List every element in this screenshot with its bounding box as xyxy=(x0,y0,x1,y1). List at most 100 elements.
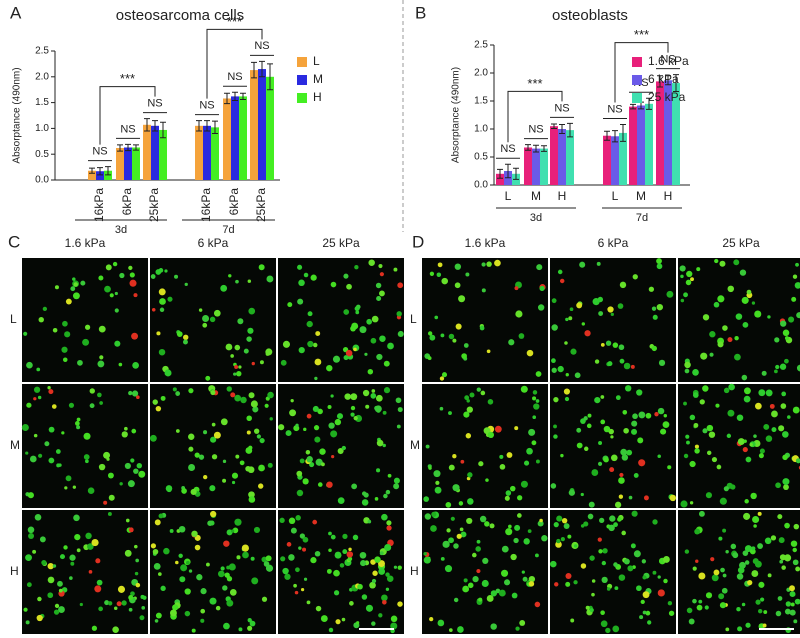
cell-dot xyxy=(722,573,727,578)
cell-dot xyxy=(367,368,374,375)
cell-dot xyxy=(223,540,230,547)
cell-dot xyxy=(210,390,216,396)
cell-dot xyxy=(551,358,556,364)
star-bracket xyxy=(206,28,263,99)
cell-dot xyxy=(288,517,296,525)
bar xyxy=(672,83,680,185)
cell-dot xyxy=(296,489,304,497)
cell-dot xyxy=(774,369,778,374)
error-bar xyxy=(204,120,210,132)
cell-dot xyxy=(289,409,297,417)
cell-dot xyxy=(200,588,207,595)
cell-dot xyxy=(476,387,481,392)
error-bar xyxy=(105,166,111,176)
cell-dot xyxy=(196,574,203,581)
cell-dot xyxy=(365,604,374,612)
cell-dot xyxy=(745,456,752,463)
micrograph-bg xyxy=(550,258,676,382)
cell-dot xyxy=(179,576,186,583)
cell-dot xyxy=(363,500,369,505)
cell-dot xyxy=(636,389,643,396)
cell-dot xyxy=(683,292,688,298)
cell-dot xyxy=(397,565,402,570)
cell-dot xyxy=(642,591,650,599)
cell-dot xyxy=(746,289,752,295)
category-label: 6kPa xyxy=(120,188,134,216)
cell-dot xyxy=(737,438,745,446)
cell-dot xyxy=(246,415,252,422)
bar xyxy=(550,126,558,185)
cell-dot xyxy=(176,331,183,338)
panel-label: C xyxy=(8,232,20,251)
bar xyxy=(611,136,619,185)
cell-dot xyxy=(79,602,83,607)
cell-dot xyxy=(598,441,603,446)
error-bar xyxy=(673,74,679,92)
cell-dot xyxy=(787,415,791,419)
micrograph xyxy=(149,384,276,508)
cell-dot xyxy=(251,577,259,585)
cell-dot xyxy=(21,424,29,432)
cell-dot xyxy=(739,269,747,276)
cell-dot xyxy=(203,474,208,480)
micrograph xyxy=(278,510,404,634)
error-bar xyxy=(665,75,671,86)
cell-dot xyxy=(501,545,509,553)
cell-dot xyxy=(754,560,762,568)
cell-dot xyxy=(213,309,221,317)
legend-swatch xyxy=(632,57,642,67)
micrograph xyxy=(678,510,800,634)
significance: NS xyxy=(227,71,242,83)
cell-dot xyxy=(528,575,536,583)
cell-dot xyxy=(585,605,590,610)
cell-dot xyxy=(620,448,628,456)
cell-dot xyxy=(755,402,762,410)
cell-dot xyxy=(779,559,784,564)
cell-dot xyxy=(685,434,690,439)
cell-dot xyxy=(131,428,137,434)
cell-dot xyxy=(448,628,453,633)
bar xyxy=(223,98,231,180)
group-label: 3d xyxy=(115,224,127,236)
cell-dot xyxy=(597,461,603,466)
cell-dot xyxy=(461,353,467,359)
cell-dot xyxy=(735,313,743,320)
cell-dot xyxy=(472,576,479,583)
cell-dot xyxy=(397,330,404,338)
cell-dot xyxy=(444,565,453,573)
cell-dot xyxy=(89,388,95,394)
cell-dot xyxy=(26,361,33,369)
category-label: L xyxy=(612,189,619,203)
cell-dot xyxy=(532,396,537,401)
cell-dot xyxy=(631,510,638,517)
cell-dot xyxy=(124,549,132,557)
cell-dot xyxy=(393,477,400,484)
cell-dot xyxy=(689,460,696,468)
cell-dot xyxy=(484,521,490,527)
cell-dot xyxy=(743,512,751,520)
cell-dot xyxy=(95,558,101,564)
cell-dot xyxy=(723,387,730,394)
cell-dot xyxy=(463,343,469,348)
cell-dot xyxy=(511,592,518,599)
cell-dot xyxy=(258,264,265,271)
cell-dot xyxy=(28,532,35,539)
cell-dot xyxy=(494,425,502,433)
error-bar xyxy=(117,144,123,152)
cell-dot xyxy=(657,454,661,459)
bar xyxy=(124,147,132,180)
cell-dot xyxy=(298,347,305,354)
cell-dot xyxy=(757,543,763,549)
cell-dot xyxy=(378,613,383,618)
cell-dot xyxy=(178,553,183,559)
cell-dot xyxy=(718,536,723,541)
cell-dot xyxy=(230,529,235,533)
cell-dot xyxy=(482,557,489,565)
cell-dot xyxy=(209,316,216,323)
cell-dot xyxy=(154,519,161,526)
cell-dot xyxy=(395,397,402,404)
cell-dot xyxy=(282,340,291,348)
cell-dot xyxy=(534,601,541,608)
cell-dot xyxy=(598,311,604,316)
cell-dot xyxy=(692,598,697,604)
